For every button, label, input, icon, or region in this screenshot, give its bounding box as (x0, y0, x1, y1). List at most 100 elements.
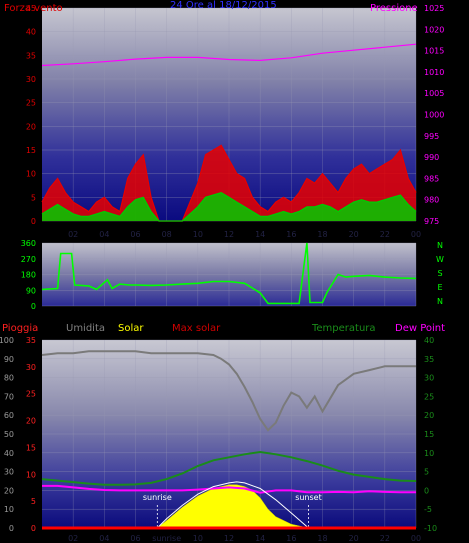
pressure-tick: 985 (424, 174, 439, 183)
humidity-tick: 10 (4, 505, 14, 514)
humidity-tick: 70 (4, 392, 14, 401)
wind-x-tick: 22 (380, 230, 390, 239)
series-wind-direction (41, 242, 417, 305)
legend-temperatura: Temperatura (311, 323, 376, 334)
rain-tick: 15 (26, 443, 36, 452)
pressure-tick: 1005 (424, 89, 444, 98)
chart-date-title: 24 Ore al 18/12/2015 (170, 0, 277, 11)
pressure-title: Pressione (370, 3, 418, 14)
wind-x-tick: 14 (255, 230, 265, 239)
wind-speed-tick: 30 (26, 75, 36, 84)
rain-tick: 30 (26, 363, 36, 372)
humidity-tick: 0 (9, 524, 14, 533)
wind-x-tick: 10 (193, 230, 203, 239)
temperature-tick: 5 (424, 468, 429, 477)
humidity-tick: 90 (4, 355, 14, 364)
wind-x-tick: 12 (224, 230, 234, 239)
wind-tick-labels: 0510152025303540459759809859909951000100… (26, 4, 445, 239)
wind-speed-title: Forza vento (4, 3, 63, 14)
wind-pressure-panel: 0510152025303540459759809859909951000100… (4, 0, 444, 239)
temp-x-tick: 12 (224, 534, 234, 543)
wind-x-tick: 04 (99, 230, 109, 239)
legend-max-solar: Max solar (172, 323, 221, 334)
pressure-tick: 1015 (424, 47, 444, 56)
rain-tick: 25 (26, 390, 36, 399)
legend-umidita: Umidita (66, 323, 105, 334)
temp-x-tick: 20 (349, 534, 359, 543)
wind-speed-tick: 20 (26, 122, 36, 131)
sun-marker-label: sunrise (143, 493, 172, 502)
series-solar-area (156, 484, 309, 529)
humidity-tick: 100 (0, 336, 14, 345)
sun-marker-label: sunset (295, 493, 322, 502)
wind-x-tick: 16 (286, 230, 296, 239)
temperature-tick: -5 (424, 505, 432, 514)
legend-dew-point: Dew Point (395, 323, 445, 334)
compass-letter: W (436, 255, 444, 264)
direction-grid (42, 242, 417, 307)
compass-letter: E (437, 283, 442, 292)
pressure-tick: 980 (424, 196, 439, 205)
direction-tick: 90 (26, 286, 36, 295)
temp-x-tick: 22 (380, 534, 390, 543)
series-pressione (41, 43, 417, 67)
series-umidita (41, 350, 416, 432)
temp-x-tick: 16 (286, 534, 296, 543)
rain-tick: 5 (31, 497, 36, 506)
pressure-tick: 995 (424, 132, 439, 141)
temperature-tick: 20 (424, 411, 434, 420)
rain-tick: 0 (31, 524, 36, 533)
temp-x-tick: 14 (255, 534, 265, 543)
temp-x-tick: 18 (317, 534, 327, 543)
temperature-tick: 30 (424, 374, 434, 383)
pressure-tick: 1020 (424, 25, 444, 34)
temp-x-tick: 10 (193, 534, 203, 543)
direction-tick: 0 (31, 302, 36, 311)
temp-grid (42, 339, 417, 529)
temp-x-tick: 00 (411, 534, 421, 543)
pressure-tick: 975 (424, 217, 439, 226)
direction-series (41, 242, 417, 305)
series-dew-point (42, 484, 416, 494)
wind-speed-tick: 10 (26, 170, 36, 179)
pressure-tick: 990 (424, 153, 439, 162)
humidity-tick: 20 (4, 486, 14, 495)
temp-x-tick: 02 (68, 534, 78, 543)
pressure-tick: 1010 (424, 68, 444, 77)
temperature-tick: 15 (424, 430, 434, 439)
wind-x-tick: 06 (130, 230, 140, 239)
temp-x-tick: 06 (130, 534, 140, 543)
wind-speed-tick: 0 (31, 217, 36, 226)
temperature-tick: 40 (424, 336, 434, 345)
series-max-solar (156, 481, 309, 529)
wind-x-tick: 00 (411, 230, 421, 239)
direction-tick: 270 (21, 255, 36, 264)
temperature-tick: 0 (424, 486, 429, 495)
wind-speed-tick: 25 (26, 99, 36, 108)
pressure-tick: 1000 (424, 111, 444, 120)
wind-speed-tick: 45 (26, 4, 36, 13)
rain-tick: 20 (26, 417, 36, 426)
rain-tick: 10 (26, 470, 36, 479)
wind-speed-tick: 15 (26, 146, 36, 155)
wind-x-tick: 20 (349, 230, 359, 239)
humidity-tick: 40 (4, 449, 14, 458)
wind-x-tick: 08 (162, 230, 172, 239)
temp-tick-labels: 010203040506070809010005101520253035-10-… (0, 336, 437, 543)
series-forza-vento (41, 144, 417, 222)
legend-solar: Solar (118, 323, 144, 334)
wind-speed-tick: 35 (26, 51, 36, 60)
compass-letter: S (437, 269, 442, 278)
pressure-tick: 1025 (424, 4, 444, 13)
direction-tick: 360 (21, 239, 36, 248)
wind-series (41, 43, 417, 222)
humidity-tick: 80 (4, 374, 14, 383)
temp-x-tick: 04 (99, 534, 109, 543)
temperature-tick: -10 (424, 524, 437, 533)
humidity-tick: 30 (4, 468, 14, 477)
rain-tick: 35 (26, 336, 36, 345)
temperature-tick: 35 (424, 355, 434, 364)
temp-humidity-panel: 010203040506070809010005101520253035-10-… (0, 323, 445, 543)
